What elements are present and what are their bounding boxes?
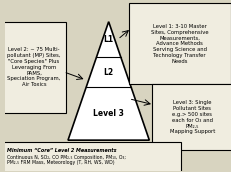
FancyBboxPatch shape — [151, 84, 231, 150]
Text: Minimum “Core” Level 2 Measurements: Minimum “Core” Level 2 Measurements — [7, 148, 116, 153]
Text: L2: L2 — [103, 68, 113, 77]
FancyBboxPatch shape — [3, 142, 180, 172]
Polygon shape — [68, 22, 149, 140]
Text: Level 3: Level 3 — [93, 109, 124, 118]
Text: Continuous N, SO₂, CO PM₂.₅ Composition, PM₁₀, O₃;
PM₂.₅ FRM Mass, Meteorology (: Continuous N, SO₂, CO PM₂.₅ Composition,… — [7, 154, 125, 165]
Text: Level 3: Single
Pollutant Sites
e.g.> 500 sites
each for O₃ and
PM₂.₅
Mapping Su: Level 3: Single Pollutant Sites e.g.> 50… — [169, 100, 214, 134]
Text: L1: L1 — [103, 35, 113, 44]
Text: Level 1: 3-10 Master
Sites, Comprehensive
Measurements,
Advance Methods
Serving : Level 1: 3-10 Master Sites, Comprehensiv… — [150, 24, 208, 64]
Text: Level 2: ~ 75 Multi-
pollutant (MP) Sites,
"Core Species" Plus
Leveraging From
P: Level 2: ~ 75 Multi- pollutant (MP) Site… — [7, 47, 61, 87]
FancyBboxPatch shape — [128, 3, 230, 84]
FancyBboxPatch shape — [3, 22, 65, 113]
